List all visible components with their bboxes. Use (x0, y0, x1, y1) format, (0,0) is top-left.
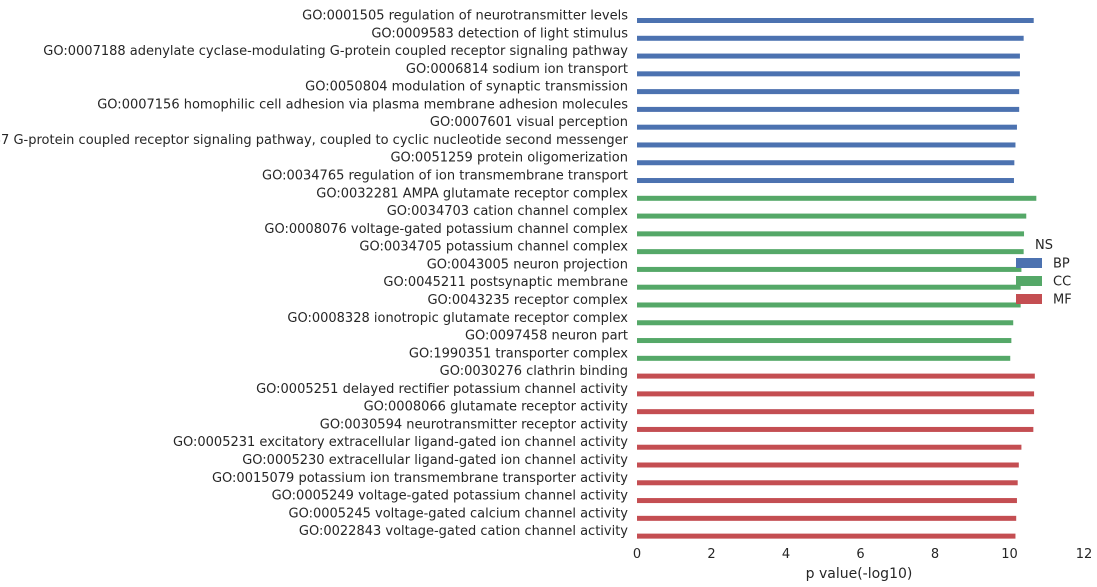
category-label: GO:0022843 voltage-gated cation channel … (299, 524, 628, 539)
bar-bp (637, 71, 1020, 77)
bar-mf (637, 515, 1017, 521)
legend-swatch-mf (1016, 294, 1042, 304)
category-label: GO:0032281 AMPA glutamate receptor compl… (316, 186, 628, 201)
category-label: GO:0009583 detection of light stimulus (371, 26, 628, 41)
bar-bp (637, 160, 1015, 166)
legend: NS BP CC MF (1016, 238, 1072, 308)
x-tick-label: 4 (782, 547, 790, 562)
bar-cc (637, 231, 1025, 237)
bar-mf (637, 498, 1017, 504)
category-labels: GO:0001505 regulation of neurotransmitte… (0, 9, 629, 540)
bar-bp (637, 124, 1017, 130)
bar-mf (637, 409, 1035, 415)
category-label: GO:0034765 regulation of ion transmembra… (262, 169, 628, 184)
bar-bp (637, 142, 1016, 148)
x-tick-label: 8 (931, 547, 939, 562)
x-axis-ticks: 0 2 4 6 8 10 12 (633, 547, 1092, 562)
bar-bp (637, 35, 1024, 41)
bar-cc (637, 320, 1014, 326)
bar-cc (637, 355, 1011, 361)
x-tick-label: 10 (1001, 547, 1018, 562)
category-label: GO:0050804 modulation of synaptic transm… (305, 80, 628, 95)
category-label: GO:0007601 visual perception (430, 115, 628, 130)
bar-mf (637, 480, 1018, 486)
bars-group (637, 18, 1037, 539)
category-label: GO:0005249 voltage-gated potassium chann… (272, 489, 629, 504)
x-tick-label: 2 (707, 547, 715, 562)
bar-bp (637, 178, 1014, 184)
bar-bp (637, 18, 1034, 23)
category-label: GO:0008328 ionotropic glutamate receptor… (287, 311, 628, 326)
x-axis-label: p value(-log10) (806, 566, 913, 582)
category-label: GO:0005245 voltage-gated calcium channel… (289, 506, 629, 521)
category-label: GO:0008066 glutamate receptor activity (364, 400, 629, 415)
bar-cc (637, 284, 1021, 290)
bar-bp (637, 106, 1020, 112)
category-label: GO:0097458 neuron part (465, 329, 628, 344)
category-label: GO:0030594 neurotransmitter receptor act… (320, 417, 629, 432)
legend-label-cc: CC (1053, 275, 1071, 290)
bar-cc (637, 249, 1024, 255)
legend-swatch-cc (1016, 276, 1042, 286)
bar-cc (637, 266, 1022, 272)
category-label: GO:0001505 regulation of neurotransmitte… (302, 9, 628, 24)
bar-mf (637, 533, 1016, 539)
category-label: GO:0005251 delayed rectifier potassium c… (256, 382, 628, 397)
category-label: GO:0045211 postsynaptic membrane (383, 275, 628, 290)
legend-label-mf: MF (1053, 293, 1072, 308)
legend-label-bp: BP (1053, 257, 1070, 272)
category-label: GO:0043235 receptor complex (427, 293, 628, 308)
category-label: GO:0030276 clathrin binding (440, 364, 628, 379)
bar-mf (637, 391, 1035, 397)
bar-cc (637, 195, 1037, 201)
bar-cc (637, 213, 1027, 219)
category-label: GO:1990351 transporter complex (409, 346, 628, 361)
legend-swatch-bp (1016, 258, 1042, 268)
bar-cc (637, 302, 1021, 308)
x-tick-label: 0 (633, 547, 641, 562)
category-label: GO:0007187 G-protein coupled receptor si… (0, 133, 629, 148)
category-label: GO:0005231 excitatory extracellular liga… (173, 435, 628, 450)
x-tick-label: 6 (856, 547, 864, 562)
bar-bp (637, 53, 1020, 59)
bar-bp (637, 89, 1020, 95)
category-label: GO:0005230 extracellular ligand-gated io… (242, 453, 628, 468)
category-label: GO:0007156 homophilic cell adhesion via … (97, 97, 628, 112)
category-label: GO:0034703 cation channel complex (387, 204, 629, 219)
x-tick-label: 12 (1076, 547, 1093, 562)
bar-mf (637, 373, 1035, 379)
bar-mf (637, 462, 1019, 468)
legend-title: NS (1035, 238, 1053, 253)
category-label: GO:0008076 voltage-gated potassium chann… (264, 222, 628, 237)
category-label: GO:0007188 adenylate cyclase-modulating … (43, 44, 628, 59)
category-label: GO:0015079 potassium ion transmembrane t… (212, 471, 628, 486)
bar-mf (637, 426, 1034, 432)
category-label: GO:0043005 neuron projection (427, 257, 628, 272)
bar-cc (637, 338, 1012, 344)
bar-mf (637, 444, 1022, 450)
category-label: GO:0006814 sodium ion transport (406, 62, 628, 77)
category-label: GO:0051259 protein oligomerization (390, 151, 628, 166)
category-label: GO:0034705 potassium channel complex (359, 240, 628, 255)
